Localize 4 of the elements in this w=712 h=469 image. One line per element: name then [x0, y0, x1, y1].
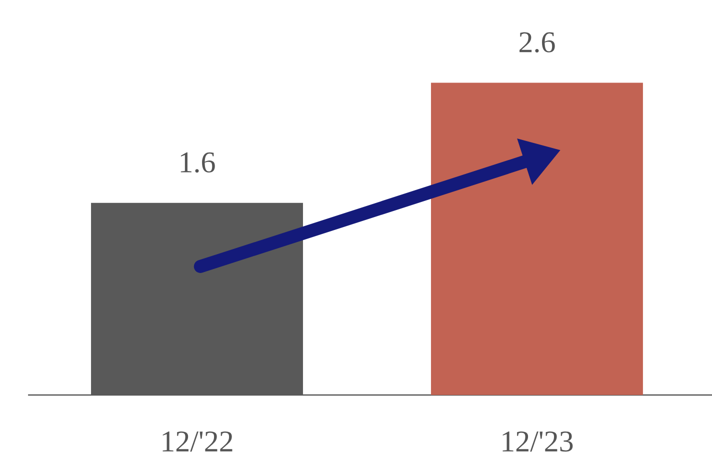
x-tick-label: 12/'23 — [502, 431, 573, 452]
data-label: 1.6 — [180, 152, 215, 173]
x-tick-label: 12/'22 — [162, 431, 232, 452]
data-label: 2.6 — [520, 32, 555, 53]
